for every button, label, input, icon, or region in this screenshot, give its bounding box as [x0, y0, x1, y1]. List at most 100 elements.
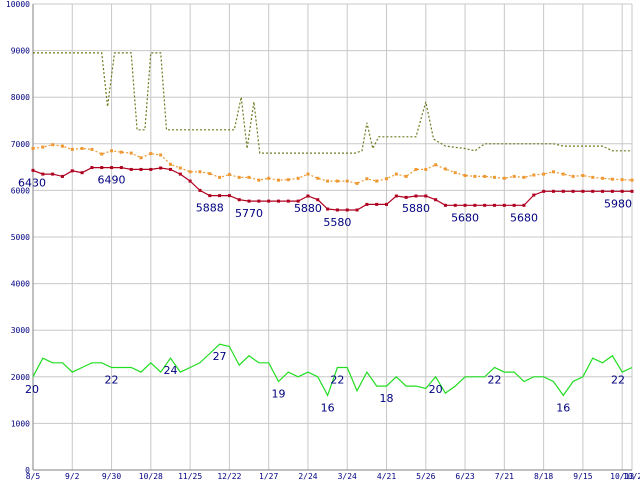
- data-label: 20: [429, 383, 443, 396]
- data-point: [385, 202, 389, 206]
- data-point: [424, 194, 428, 198]
- data-label: 16: [556, 401, 570, 414]
- series-line: [32, 343, 633, 397]
- series-3: [32, 343, 633, 397]
- data-point: [198, 188, 202, 192]
- data-point: [70, 169, 74, 173]
- data-point: [51, 143, 55, 147]
- data-point: [414, 167, 418, 171]
- data-point: [453, 171, 457, 175]
- data-point: [31, 146, 35, 150]
- data-point: [306, 172, 310, 176]
- data-point: [188, 179, 192, 183]
- data-point: [404, 195, 408, 199]
- x-tick-label: 12/22: [217, 472, 241, 480]
- data-point: [100, 166, 104, 170]
- data-point: [375, 202, 379, 206]
- data-point: [80, 171, 84, 175]
- data-point: [198, 170, 202, 174]
- data-point: [443, 203, 447, 207]
- data-label: 6430: [18, 176, 46, 189]
- data-point: [227, 173, 231, 177]
- data-point: [326, 179, 330, 183]
- data-point: [129, 151, 133, 155]
- data-point: [463, 203, 467, 207]
- data-point: [473, 174, 477, 178]
- data-point: [178, 166, 182, 170]
- data-point: [394, 172, 398, 176]
- data-point: [257, 199, 261, 203]
- data-point: [119, 150, 123, 154]
- data-point: [620, 189, 624, 193]
- data-label: 5880: [294, 202, 322, 215]
- data-point: [601, 189, 605, 193]
- grid: [32, 3, 633, 471]
- data-point: [41, 172, 45, 176]
- data-point: [601, 176, 605, 180]
- y-tick-label: 10000: [6, 0, 30, 9]
- data-label: 22: [105, 373, 119, 386]
- data-point: [424, 167, 428, 171]
- data-point: [208, 194, 212, 198]
- data-point: [129, 167, 133, 171]
- data-label: 24: [163, 364, 177, 377]
- axes: [32, 4, 632, 471]
- data-point: [218, 194, 222, 198]
- series-2: [31, 166, 634, 212]
- data-point: [149, 152, 153, 156]
- data-point: [227, 194, 231, 198]
- data-label: 5888: [196, 202, 224, 215]
- data-point: [473, 203, 477, 207]
- data-point: [247, 199, 251, 203]
- data-point: [591, 189, 595, 193]
- data-point: [326, 207, 330, 211]
- data-point: [502, 203, 506, 207]
- data-point: [522, 175, 526, 179]
- data-point: [522, 203, 526, 207]
- data-point: [610, 189, 614, 193]
- data-point: [571, 174, 575, 178]
- y-tick-label: 8000: [11, 93, 30, 102]
- x-tick-label: 4/21: [377, 472, 396, 480]
- x-tick-label: 11/25: [178, 472, 202, 480]
- data-point: [247, 175, 251, 179]
- data-label: 5880: [402, 202, 430, 215]
- series-group: [31, 52, 634, 397]
- x-tick-label: 10/13: [610, 472, 634, 480]
- y-tick-label: 4000: [11, 280, 30, 289]
- data-point: [610, 177, 614, 181]
- data-label: 5980: [604, 197, 632, 210]
- data-point: [630, 189, 634, 193]
- x-tick-label: 8/18: [534, 472, 553, 480]
- data-point: [139, 167, 143, 171]
- data-point: [463, 173, 467, 177]
- y-tick-label: 0: [25, 466, 30, 475]
- data-point: [532, 173, 536, 177]
- data-point: [286, 199, 290, 203]
- data-point: [80, 146, 84, 150]
- data-point: [119, 166, 123, 170]
- data-point: [532, 193, 536, 197]
- data-point: [375, 179, 379, 183]
- data-point: [434, 198, 438, 202]
- data-point: [345, 208, 349, 212]
- data-point: [483, 174, 487, 178]
- data-label: 27: [213, 350, 227, 363]
- data-point: [168, 162, 172, 166]
- y-tick-label: 9000: [11, 47, 30, 56]
- data-point: [218, 175, 222, 179]
- data-point: [561, 189, 565, 193]
- data-point: [267, 176, 271, 180]
- data-point: [110, 166, 114, 170]
- x-tick-label: 2/24: [298, 472, 317, 480]
- data-point: [581, 173, 585, 177]
- data-label: 5680: [451, 211, 479, 224]
- data-point: [31, 168, 35, 172]
- x-tick-label: 1/27: [259, 472, 278, 480]
- data-point: [41, 145, 45, 149]
- data-point: [502, 176, 506, 180]
- data-label: 6490: [98, 174, 126, 187]
- x-tick-label: 5/26: [416, 472, 435, 480]
